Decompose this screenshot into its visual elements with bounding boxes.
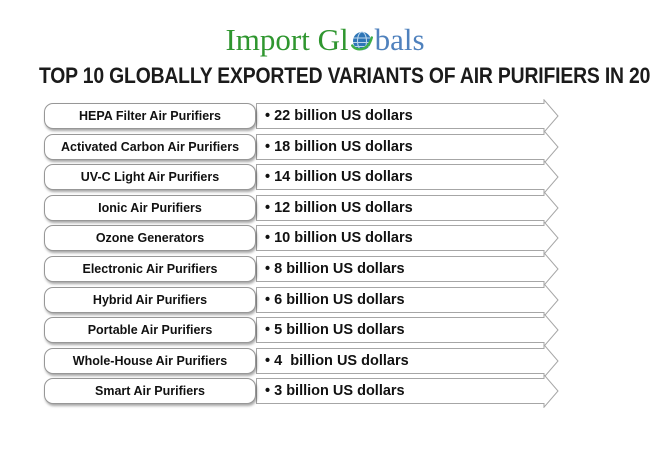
variant-label: Electronic Air Purifiers xyxy=(44,255,256,282)
value-arrow: • 14 billion US dollars xyxy=(256,160,559,195)
variant-label: Smart Air Purifiers xyxy=(44,378,256,405)
list-item: Ionic Air Purifiers • 12 billion US doll… xyxy=(44,190,559,225)
value-text: • 3 billion US dollars xyxy=(265,383,405,400)
arrow-shape-icon xyxy=(256,129,559,164)
arrow-shape-icon xyxy=(256,282,559,317)
list-item: Electronic Air Purifiers • 8 billion US … xyxy=(44,251,559,286)
list-item: HEPA Filter Air Purifiers • 22 billion U… xyxy=(44,99,559,133)
arrow-shape-icon xyxy=(256,374,559,409)
arrow-shape-icon xyxy=(256,221,559,256)
import-globals-logo: Import Gl bals xyxy=(0,0,650,57)
value-text: • 22 billion US dollars xyxy=(265,108,413,124)
list-item: Smart Air Purifiers • 3 billion US dolla… xyxy=(44,374,559,409)
list-item: Activated Carbon Air Purifiers • 18 bill… xyxy=(44,129,559,164)
value-arrow: • 12 billion US dollars xyxy=(256,190,559,225)
list-item: Hybrid Air Purifiers • 6 billion US doll… xyxy=(44,282,559,317)
arrow-shape-icon xyxy=(256,251,559,286)
list-item: UV-C Light Air Purifiers • 14 billion US… xyxy=(44,160,559,195)
variant-label: Portable Air Purifiers xyxy=(44,317,256,344)
variant-label: UV-C Light Air Purifiers xyxy=(44,164,256,191)
value-arrow: • 10 billion US dollars xyxy=(256,221,559,256)
value-arrow: • 8 billion US dollars xyxy=(256,251,559,286)
globe-icon xyxy=(350,26,374,51)
arrow-shape-icon xyxy=(256,99,559,133)
value-arrow: • 22 billion US dollars xyxy=(256,99,559,133)
logo-text-blue: bals xyxy=(374,22,425,57)
value-text: • 6 billion US dollars xyxy=(265,291,405,308)
variant-label: Whole-House Air Purifiers xyxy=(44,347,256,374)
arrow-shape-icon xyxy=(256,343,559,378)
variant-label: Ionic Air Purifiers xyxy=(44,194,256,221)
value-text: • 18 billion US dollars xyxy=(265,138,413,155)
value-text: • 4 billion US dollars xyxy=(265,352,409,369)
value-text: • 14 billion US dollars xyxy=(265,169,413,186)
value-text: • 5 billion US dollars xyxy=(265,322,405,339)
variant-label: HEPA Filter Air Purifiers xyxy=(44,103,256,129)
list-item: Whole-House Air Purifiers • 4 billion US… xyxy=(44,343,559,378)
arrow-shape-icon xyxy=(256,190,559,225)
variant-label: Ozone Generators xyxy=(44,225,256,252)
value-arrow: • 6 billion US dollars xyxy=(256,282,559,317)
air-purifier-list: HEPA Filter Air Purifiers • 22 billion U… xyxy=(44,99,559,409)
value-text: • 8 billion US dollars xyxy=(265,260,405,277)
variant-label: Activated Carbon Air Purifiers xyxy=(44,133,256,160)
value-arrow: • 4 billion US dollars xyxy=(256,343,559,378)
arrow-shape-icon xyxy=(256,160,559,195)
variant-label: Hybrid Air Purifiers xyxy=(44,286,256,313)
value-text: • 10 billion US dollars xyxy=(265,230,413,247)
page-title: TOP 10 GLOBALLY EXPORTED VARIANTS OF AIR… xyxy=(39,63,650,88)
list-item: Portable Air Purifiers • 5 billion US do… xyxy=(44,313,559,348)
arrow-shape-icon xyxy=(256,313,559,348)
value-arrow: • 5 billion US dollars xyxy=(256,313,559,348)
value-arrow: • 18 billion US dollars xyxy=(256,129,559,164)
value-text: • 12 billion US dollars xyxy=(265,199,413,216)
list-item: Ozone Generators • 10 billion US dollars xyxy=(44,221,559,256)
logo-text-green: Import Gl xyxy=(225,22,349,57)
value-arrow: • 3 billion US dollars xyxy=(256,374,559,409)
